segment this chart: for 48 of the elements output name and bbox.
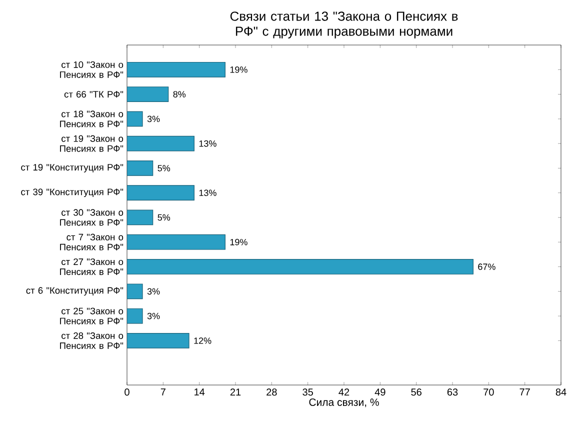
y-tick-label: ст 25 "Закон о Пенсиях в РФ"	[60, 308, 124, 324]
x-axis-title: Сила связи, %	[309, 398, 379, 408]
x-tick-label: 70	[484, 388, 494, 396]
x-tick-label: 7	[160, 388, 166, 396]
data-label: 67%	[478, 264, 496, 270]
x-tick-label: 63	[447, 388, 458, 396]
y-tick-label: ст 18 "Закон о Пенсиях в РФ"	[60, 110, 124, 128]
data-label: 19%	[230, 238, 248, 246]
x-tick-label: 49	[374, 388, 386, 396]
bar	[127, 86, 169, 102]
bar	[127, 210, 154, 226]
bar	[127, 62, 226, 78]
y-tick-label: ст 30 "Закон о Пенсиях в РФ"	[60, 209, 124, 226]
data-label: 3%	[147, 116, 160, 122]
x-tick-label: 21	[230, 388, 241, 396]
y-tick-label: ст 19 "Конституция РФ"	[21, 164, 124, 172]
x-tick-label: 14	[194, 388, 205, 396]
y-tick-label: ст 19 "Закон о Пенсиях в РФ"	[60, 135, 124, 152]
x-tick-label: 77	[520, 388, 530, 396]
x-tick-label: 35	[302, 388, 313, 396]
chart-title: Связи статьи 13 "Закона о Пенсиях в РФ" с другими правовыми нормами	[230, 12, 458, 38]
y-tick-label: ст 10 "Закон о Пенсиях в РФ"	[60, 61, 124, 78]
data-label: 5%	[158, 214, 170, 221]
bar	[127, 259, 474, 274]
y-tick-label: ст 7 "Закон о Пенсиях в РФ"	[60, 234, 124, 250]
data-label: 13%	[199, 190, 216, 196]
bar	[127, 234, 226, 250]
y-tick-label: ст 27 "Закон о Пенсиях в РФ"	[60, 258, 124, 276]
x-tick-label: 28	[266, 388, 277, 396]
y-tick-label: ст 6 "Конституция РФ"	[26, 287, 124, 296]
bar	[127, 332, 190, 348]
x-tick-label: 42	[338, 388, 350, 396]
data-label: 19%	[230, 66, 248, 73]
bar	[127, 136, 194, 152]
bar	[127, 160, 154, 176]
data-label: 8%	[173, 91, 186, 98]
x-tick-label: 0	[124, 388, 130, 396]
data-label: 13%	[199, 140, 216, 147]
y-tick-label: ст 66 "ТК РФ"	[64, 90, 124, 98]
x-tick-label: 56	[411, 388, 422, 396]
data-label: 12%	[194, 337, 212, 344]
data-label: 3%	[147, 312, 160, 320]
x-tick-label: 84	[556, 388, 566, 396]
y-tick-label: ст 39 "Конституция РФ"	[21, 188, 124, 198]
data-label: 5%	[158, 165, 170, 172]
data-label: 3%	[147, 288, 160, 295]
y-tick-label: ст 28 "Закон о Пенсиях в РФ"	[60, 332, 124, 349]
bar	[127, 185, 194, 201]
